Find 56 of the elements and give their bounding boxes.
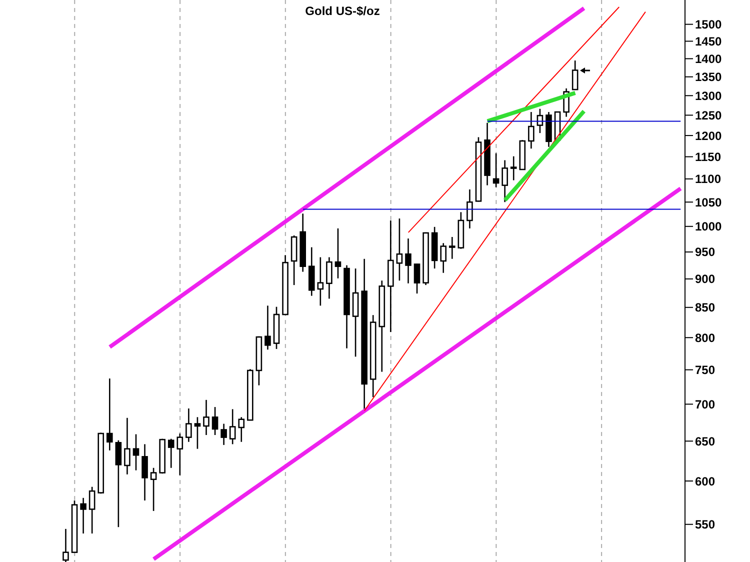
candlestick — [150, 467, 157, 512]
candlestick — [440, 242, 447, 274]
y-tick-label: 1150 — [695, 150, 722, 164]
candlestick — [238, 416, 245, 443]
y-tick-label: 950 — [695, 245, 716, 260]
y-tick-label: 1050 — [695, 195, 722, 210]
y-tick-label: 800 — [695, 330, 716, 345]
candlestick — [220, 423, 227, 446]
candlestick — [396, 218, 403, 282]
candlestick — [88, 486, 96, 534]
candlestick — [448, 236, 456, 260]
candlestick — [290, 234, 298, 286]
y-tick-label: 1350 — [695, 70, 722, 84]
chart-title: Gold US-$/oz — [304, 4, 381, 18]
candlestick — [106, 378, 113, 452]
y-tick-label: 750 — [695, 363, 716, 378]
candlestick — [229, 408, 236, 445]
y-tick-label: 550 — [695, 518, 716, 532]
y-tick-label: 1250 — [695, 108, 722, 122]
candlestick — [176, 432, 184, 476]
candlestick — [405, 238, 412, 284]
y-tick-label: 1400 — [695, 52, 722, 66]
candlestick — [203, 399, 210, 436]
candlestick — [308, 246, 315, 296]
candlestick — [492, 152, 500, 188]
y-tick-label: 850 — [695, 300, 716, 315]
y-tick-label: 600 — [695, 474, 716, 488]
candlestick — [132, 434, 140, 471]
y-tick-label: 1300 — [695, 88, 722, 103]
y-tick-label: 1200 — [695, 128, 722, 143]
candlestick — [317, 256, 324, 306]
candlestick — [466, 188, 473, 230]
candlestick — [212, 406, 218, 436]
candlestick — [502, 160, 508, 203]
y-tick-label: 1450 — [695, 34, 722, 48]
y-tick-label: 650 — [695, 434, 716, 448]
y-tick-label: 900 — [695, 272, 716, 286]
candlestick — [115, 440, 122, 528]
candlestick — [80, 497, 86, 534]
candlestick — [510, 156, 517, 181]
y-tick-label: 1500 — [695, 18, 722, 32]
candlestick — [334, 228, 342, 280]
candlestick — [326, 256, 332, 300]
candlestick — [352, 268, 359, 358]
y-tick-label: 1000 — [695, 220, 722, 234]
y-tick-label: 1100 — [695, 172, 722, 186]
candlestick — [142, 444, 148, 502]
candlestick — [414, 262, 420, 294]
candlestick — [528, 111, 534, 150]
candlestick — [194, 416, 201, 450]
candlestick — [168, 438, 174, 469]
candlestick — [124, 417, 130, 476]
candlestick — [572, 60, 578, 90]
candlestick — [186, 408, 192, 443]
candlestick — [264, 304, 271, 350]
y-tick-label: 700 — [695, 397, 716, 412]
